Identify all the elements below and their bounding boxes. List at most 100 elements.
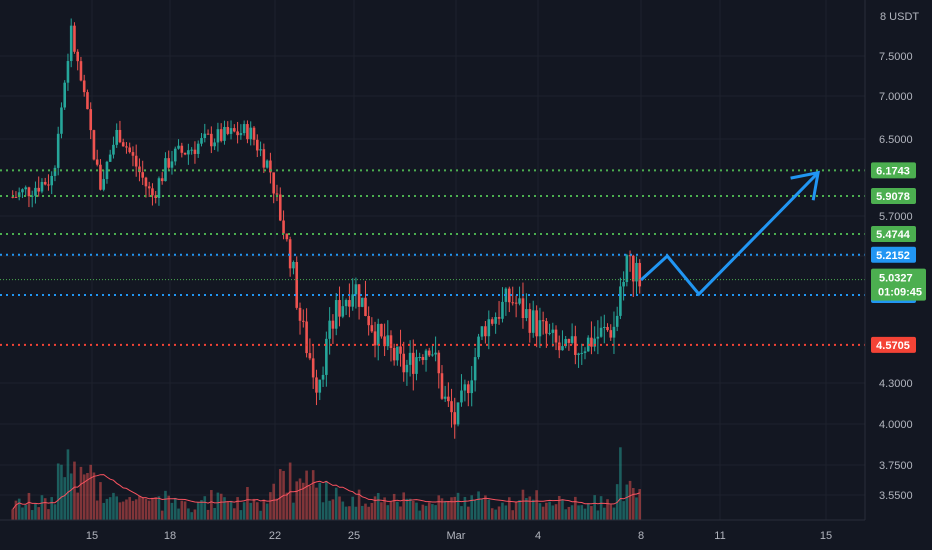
volume-bar-110 [370, 502, 374, 520]
volume-bar-114 [383, 497, 386, 520]
candle-body-150 [501, 301, 504, 319]
candle-body-141 [470, 380, 474, 394]
level-badge-blue-upper [871, 246, 916, 263]
volume-bar-160 [535, 490, 538, 520]
candle-body-162 [541, 320, 545, 322]
level-badge-support [871, 336, 916, 353]
volume-bar-61 [210, 490, 213, 520]
candle-body-146 [487, 319, 491, 337]
candle-body-145 [484, 326, 487, 337]
time-axis-ticks: 15 18 22 25 Mar 4 8 11 15 [86, 530, 832, 542]
volume-bar-50 [173, 497, 177, 520]
price-tick-label-2: 6.5000 [879, 134, 913, 146]
volume-bar-10 [43, 498, 47, 520]
candle-body-82 [278, 194, 282, 221]
candle-body-165 [551, 329, 555, 333]
candle-body-5 [27, 187, 31, 197]
volume-bar-162 [541, 506, 545, 520]
candle-body-23 [86, 92, 89, 110]
volume-bar-32 [115, 496, 118, 520]
candle-body-13 [53, 167, 57, 176]
volume-bar-37 [131, 500, 135, 520]
volume-bar-46 [160, 510, 164, 520]
candle-body-111 [373, 331, 377, 346]
candle-body-6 [30, 195, 34, 197]
candle-body-154 [514, 302, 518, 304]
volume-bar-11 [47, 509, 50, 520]
candle-body-169 [564, 338, 567, 347]
volume-bar-134 [447, 501, 450, 520]
forecast-arrow-path[interactable] [639, 171, 820, 297]
time-tick-label-7: 11 [714, 530, 725, 542]
volume-bar-79 [269, 492, 272, 520]
volume-bar-188 [625, 484, 629, 520]
volume-bar-87 [295, 481, 299, 520]
volume-bar-45 [157, 496, 161, 520]
volume-bar-89 [302, 482, 305, 520]
candle-body-140 [467, 384, 470, 394]
candle-body-161 [538, 320, 542, 337]
candle-body-118 [396, 346, 399, 361]
volume-bar-174 [580, 505, 584, 520]
candle-body-47 [164, 158, 167, 182]
volume-bar-13 [53, 504, 57, 520]
candle-body-96 [325, 338, 328, 375]
volume-bar-3 [21, 507, 24, 520]
candle-body-63 [216, 129, 220, 143]
candle-body-149 [497, 317, 501, 319]
candle-body-175 [583, 351, 587, 353]
volume-bar-28 [102, 502, 105, 520]
volume-bar-5 [27, 492, 31, 520]
candle-body-29 [105, 161, 109, 180]
volume-bar-155 [518, 500, 521, 520]
candle-body-69 [236, 131, 239, 136]
candle-body-106 [357, 284, 361, 307]
volume-bar-182 [606, 499, 609, 520]
volume-bar-120 [402, 492, 406, 520]
candle-body-26 [95, 159, 99, 165]
volume-bar-180 [599, 496, 603, 520]
candle-body-174 [580, 352, 584, 354]
volume-bar-143 [477, 491, 480, 520]
volume-bars [11, 447, 642, 520]
volume-bar-51 [177, 508, 180, 520]
level-badge-label-blue-upper: 5.2152 [876, 250, 910, 262]
candle-body-172 [574, 336, 577, 355]
candle-body-71 [242, 124, 246, 134]
volume-bar-49 [170, 502, 174, 520]
candle-body-192 [638, 262, 642, 287]
current-price-badge: 5.0327 01:09:45 [871, 268, 926, 301]
price-tick-label-7: 3.7500 [879, 460, 913, 472]
volume-bar-80 [272, 483, 275, 520]
volume-bar-178 [593, 495, 596, 520]
volume-bar-118 [396, 501, 399, 520]
volume-bar-25 [92, 472, 96, 520]
candle-body-61 [210, 133, 213, 147]
candle-body-80 [272, 172, 275, 194]
candle-body-179 [596, 336, 600, 339]
candle-body-100 [338, 300, 341, 317]
volume-bar-35 [125, 499, 128, 520]
grid [0, 0, 865, 520]
volume-bar-168 [561, 499, 564, 520]
volume-bar-115 [386, 505, 390, 520]
candle-body-7 [34, 187, 37, 196]
volume-bar-38 [134, 499, 138, 520]
volume-bar-81 [275, 498, 279, 520]
price-tick-label-3: 5.7000 [879, 211, 913, 223]
candle-body-75 [255, 139, 259, 151]
volume-bar-176 [586, 503, 590, 520]
volume-bar-91 [308, 485, 312, 520]
volume-bar-146 [487, 499, 491, 520]
volume-bar-103 [348, 506, 351, 520]
candles [11, 18, 642, 439]
candle-body-76 [259, 149, 262, 151]
candle-body-59 [203, 133, 207, 139]
level-badge-label-resistance-3: 6.1743 [876, 165, 910, 177]
candle-body-18 [69, 25, 73, 62]
volume-bar-21 [79, 466, 83, 520]
volume-bar-71 [242, 502, 246, 520]
candle-body-143 [477, 336, 480, 358]
